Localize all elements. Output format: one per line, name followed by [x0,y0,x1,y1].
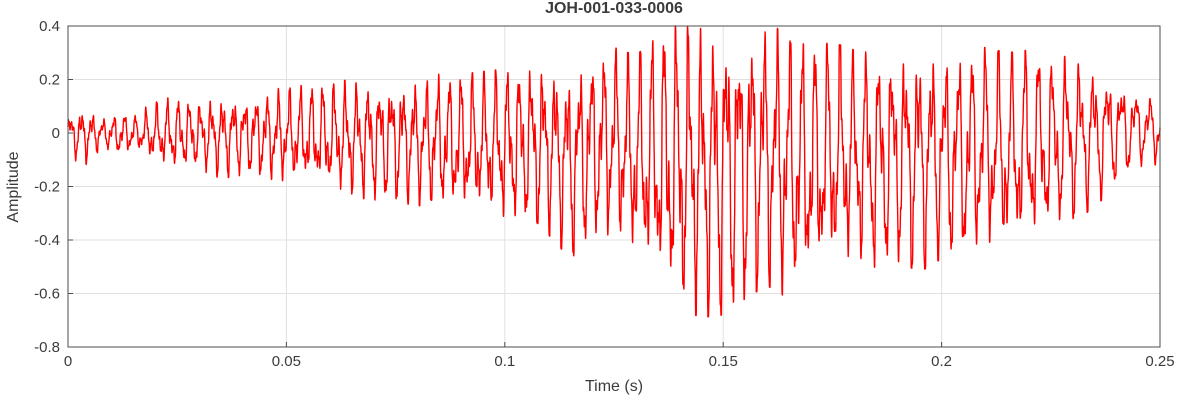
y-tick-label: 0 [52,125,60,142]
y-tick-label: -0.8 [34,339,60,356]
x-tick-label: 0.15 [709,353,738,370]
y-tick-label: 0.4 [39,18,60,35]
x-tick-label: 0.1 [494,353,515,370]
y-tick-label: -0.2 [34,179,60,196]
y-tick-label: 0.2 [39,72,60,89]
chart-title: JOH-001-033-0006 [545,0,683,17]
y-axis-label: Amplitude [5,151,22,223]
x-tick-label: 0.2 [931,353,952,370]
waveform-line [67,25,1161,318]
y-tick-label: -0.4 [34,232,60,249]
y-tick-label: -0.6 [34,286,60,303]
x-axis-label: Time (s) [584,378,644,395]
x-tick-label: 0.05 [272,353,301,370]
x-tick-label: 0.25 [1145,353,1174,370]
x-tick-label: 0 [64,353,72,370]
